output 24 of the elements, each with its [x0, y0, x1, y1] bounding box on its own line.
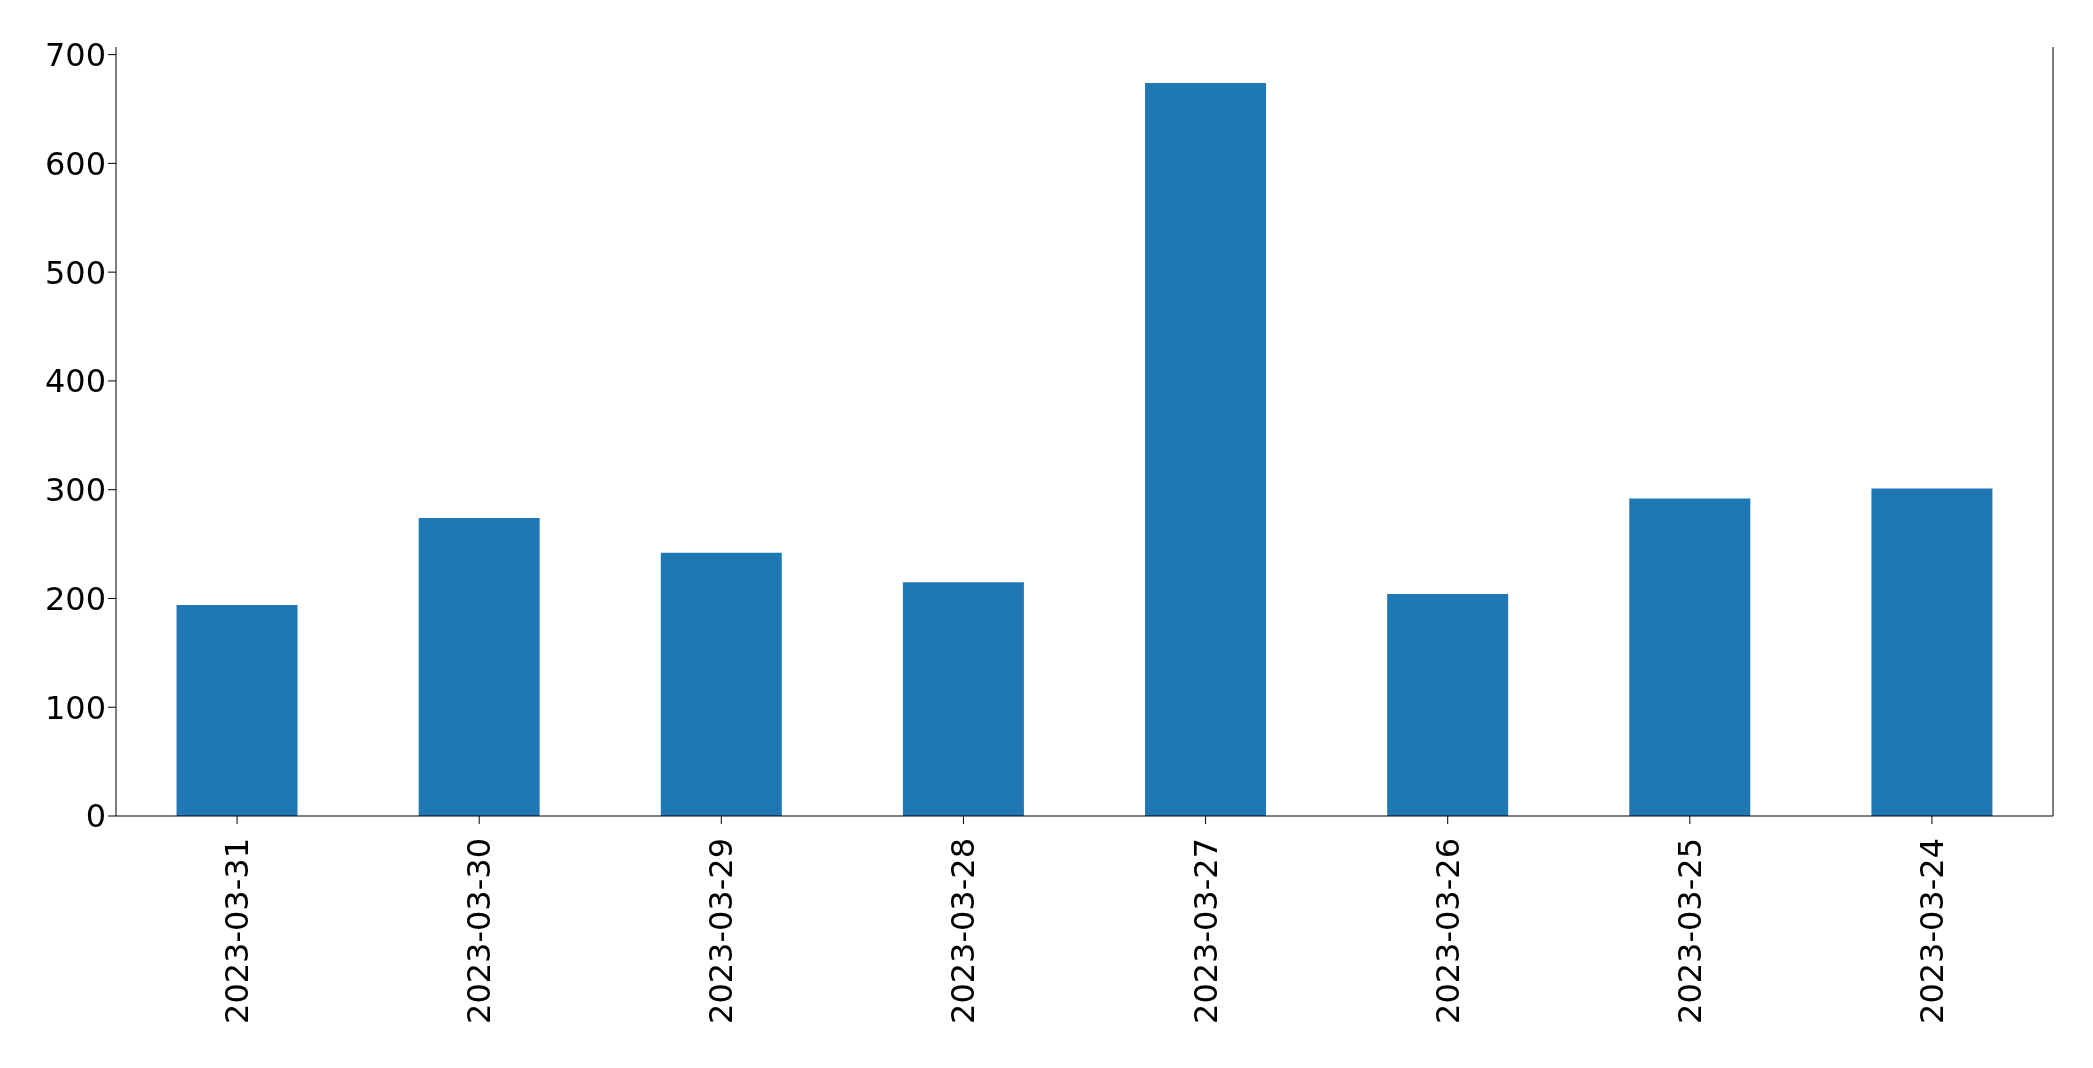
x-tick-label: 2023-03-29: [702, 838, 741, 1024]
y-tick-label: 200: [44, 579, 106, 618]
x-tick-label: 2023-03-26: [1428, 838, 1467, 1024]
x-tick-label: 2023-03-27: [1186, 838, 1225, 1024]
bar: [902, 582, 1024, 816]
x-tick-label: 2023-03-31: [218, 838, 257, 1024]
bar: [418, 517, 540, 816]
bar: [1871, 488, 1993, 816]
y-tick-label: 500: [44, 253, 106, 292]
x-tick-label: 2023-03-25: [1670, 838, 1709, 1024]
y-tick-label: 300: [44, 471, 106, 510]
x-tick-label: 2023-03-30: [460, 838, 499, 1024]
x-tick-label: 2023-03-28: [944, 838, 983, 1024]
bar: [176, 604, 298, 816]
y-tick-label: 600: [44, 144, 106, 183]
bar: [1145, 82, 1267, 816]
y-tick-label: 100: [44, 688, 106, 727]
bar: [1629, 498, 1751, 816]
bar: [660, 552, 782, 816]
y-tick-label: 700: [44, 35, 106, 74]
y-tick-label: 0: [85, 797, 106, 836]
y-tick-label: 400: [44, 362, 106, 401]
bar: [1387, 594, 1509, 816]
x-tick-label: 2023-03-24: [1912, 838, 1951, 1024]
